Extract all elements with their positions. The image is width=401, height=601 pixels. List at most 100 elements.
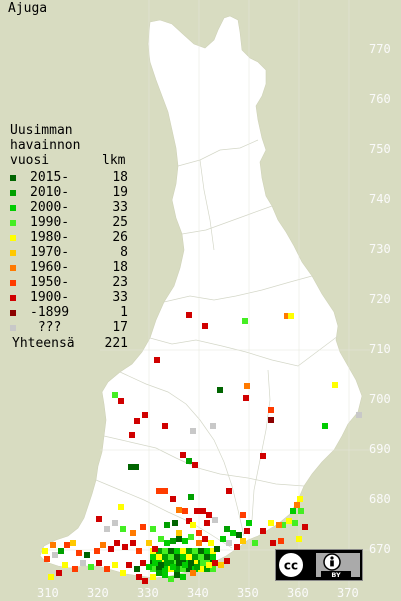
observation-square bbox=[226, 540, 232, 546]
observation-square bbox=[196, 540, 202, 546]
observation-square bbox=[296, 536, 302, 542]
observation-square bbox=[230, 530, 236, 536]
finland-landmass bbox=[39, 15, 363, 579]
observation-square bbox=[180, 574, 186, 580]
observation-square bbox=[214, 546, 220, 552]
observation-square bbox=[100, 542, 106, 548]
observation-square bbox=[158, 536, 164, 542]
y-tick-label: 740 bbox=[369, 192, 391, 206]
observation-square bbox=[156, 566, 162, 572]
legend-count: 19 bbox=[112, 185, 128, 200]
observation-square bbox=[270, 540, 276, 546]
y-tick-label: 760 bbox=[369, 92, 391, 106]
observation-square bbox=[176, 507, 182, 513]
legend-swatch bbox=[10, 250, 16, 256]
observation-square bbox=[278, 538, 284, 544]
legend-label: 1950- bbox=[30, 275, 70, 290]
legend-count: 25 bbox=[112, 215, 128, 230]
observation-square bbox=[186, 518, 192, 524]
legend-swatch bbox=[10, 205, 16, 211]
observation-square bbox=[170, 496, 176, 502]
observation-square bbox=[128, 464, 134, 470]
observation-square bbox=[188, 560, 194, 566]
observation-square bbox=[142, 412, 148, 418]
observation-square bbox=[150, 526, 156, 532]
x-tick-label: 340 bbox=[187, 586, 209, 600]
observation-square bbox=[244, 528, 250, 534]
y-tick-label: 750 bbox=[369, 142, 391, 156]
observation-square bbox=[188, 494, 194, 500]
legend-swatch bbox=[10, 295, 16, 301]
y-tick-label: 670 bbox=[369, 542, 391, 556]
y-tick-label: 710 bbox=[369, 342, 391, 356]
legend-label: ??? bbox=[30, 320, 62, 335]
observation-square bbox=[140, 560, 146, 566]
observation-square bbox=[297, 496, 303, 502]
legend-swatch bbox=[10, 190, 16, 196]
observation-square bbox=[44, 556, 50, 562]
legend-label: 1980- bbox=[30, 230, 70, 245]
observation-square bbox=[136, 548, 142, 554]
observation-square bbox=[142, 578, 148, 584]
observation-square bbox=[180, 566, 186, 572]
observation-square bbox=[196, 530, 202, 536]
observation-square bbox=[194, 508, 200, 514]
observation-square bbox=[50, 542, 56, 548]
observation-square bbox=[192, 560, 198, 566]
observation-square bbox=[302, 524, 308, 530]
observation-square bbox=[226, 488, 232, 494]
observation-square bbox=[200, 560, 206, 566]
observation-square bbox=[236, 532, 242, 538]
observation-square bbox=[290, 508, 296, 514]
observation-square bbox=[122, 544, 128, 550]
observation-square bbox=[172, 520, 178, 526]
legend-count: 18 bbox=[112, 170, 128, 185]
observation-square bbox=[52, 552, 58, 558]
observation-square bbox=[210, 548, 216, 554]
legend-count: 18 bbox=[112, 260, 128, 275]
observation-square bbox=[170, 564, 176, 570]
observation-square bbox=[186, 312, 192, 318]
svg-text:BY: BY bbox=[331, 571, 341, 579]
observation-square bbox=[70, 540, 76, 546]
observation-square bbox=[170, 538, 176, 544]
observation-square bbox=[322, 423, 328, 429]
observation-square bbox=[156, 488, 162, 494]
legend-label: 1970- bbox=[30, 245, 70, 260]
legend-swatch bbox=[10, 175, 16, 181]
observation-square bbox=[112, 562, 118, 568]
legend-label: 2000- bbox=[30, 200, 70, 215]
observation-square bbox=[200, 508, 206, 514]
x-tick-label: 330 bbox=[137, 586, 159, 600]
observation-square bbox=[180, 452, 186, 458]
observation-square bbox=[168, 576, 174, 582]
observation-square bbox=[134, 418, 140, 424]
observation-square bbox=[186, 548, 192, 554]
observation-square bbox=[288, 313, 294, 319]
observation-square bbox=[174, 572, 180, 578]
observation-square bbox=[243, 395, 249, 401]
legend-swatch bbox=[10, 310, 16, 316]
observation-square bbox=[168, 548, 174, 554]
observation-square bbox=[202, 323, 208, 329]
x-tick-label: 360 bbox=[287, 586, 309, 600]
observation-square bbox=[198, 566, 204, 572]
cc-by-license-badge: cc BY bbox=[275, 549, 363, 581]
svg-text:cc: cc bbox=[284, 559, 298, 573]
observation-square bbox=[192, 548, 198, 554]
observation-square bbox=[96, 560, 102, 566]
legend-col-count: lkm bbox=[102, 153, 126, 168]
observation-square bbox=[146, 540, 152, 546]
observation-square bbox=[210, 566, 216, 572]
observation-square bbox=[168, 554, 174, 560]
observation-square bbox=[224, 558, 230, 564]
observation-square bbox=[212, 560, 218, 566]
observation-square bbox=[150, 554, 156, 560]
observation-square bbox=[164, 560, 170, 566]
observation-square bbox=[180, 554, 186, 560]
legend-label: 2015- bbox=[30, 170, 70, 185]
legend-swatch bbox=[10, 325, 16, 331]
legend-label: 1960- bbox=[30, 260, 70, 275]
observation-square bbox=[56, 570, 62, 576]
